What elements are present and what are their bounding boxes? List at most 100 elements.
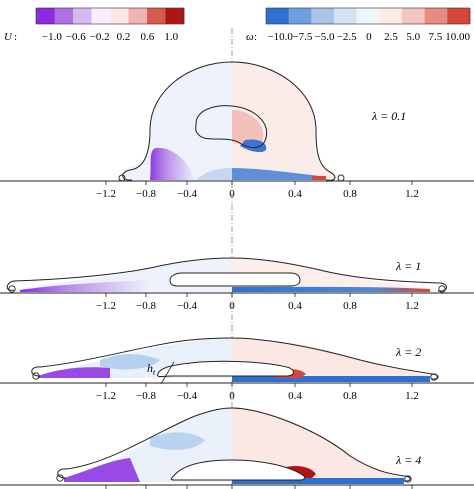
colorbar-u-tick-1: −0.6: [66, 31, 86, 43]
panel3-wall-blue: [232, 376, 430, 382]
colorbar-u-swatch-2: [73, 8, 92, 24]
panel1-purple-region: [150, 147, 196, 180]
colorbar-omega-swatch-0: [266, 8, 289, 24]
colorbar-omega-swatches: [265, 7, 471, 25]
panel1-tick-label-1: −0.8: [136, 188, 156, 200]
panel1-bubble-blue: [240, 139, 267, 153]
panel3-interface: [31, 337, 439, 380]
colorbar-u-ticks: −1.0 −0.6 −0.2 0.2 0.6 1.0: [42, 31, 179, 43]
colorbar-u-swatch-1: [54, 8, 74, 24]
panel1-x-ticks: −1.2 −0.8 −0.4 0 0.4 0.8 1.2: [96, 181, 419, 200]
colorbar-omega-tick-8: 10.00: [445, 31, 470, 43]
panel2-rim-right: [438, 285, 446, 293]
panel3-tick-label-2: −0.4: [177, 390, 197, 402]
colorbar-u-swatch-0: [36, 8, 55, 24]
panel-lambda-0.1: −1.2 −0.8 −0.4 0 0.4 0.8 1.2 λ = 0.1: [0, 61, 474, 200]
colorbar-omega-tick-1: −7.5: [292, 31, 312, 43]
panel2-bubble-outline: [169, 272, 301, 287]
panel3-rim-right: [430, 373, 438, 381]
colorbar-u-swatches: [35, 7, 185, 25]
panel2-rim-left: [8, 285, 16, 293]
panel1-tick-label-6: 1.2: [405, 188, 419, 200]
panel1-wall-blue: [232, 168, 320, 180]
colorbar-omega-tick-0: −10.0: [267, 31, 293, 43]
panel4-interface: [57, 407, 411, 482]
panel1-rim-right: [337, 174, 345, 182]
colorbar-u-tick-0: −1.0: [42, 31, 62, 43]
colorbar-omega-swatch-5: [379, 8, 403, 24]
colorbar-omega-colon: :: [254, 31, 257, 43]
panel2-wall-band: [232, 286, 430, 292]
panel4-x-ticks: [105, 485, 413, 489]
colorbar-omega-tick-6: 5.0: [406, 31, 420, 43]
panel2-interface: [6, 257, 447, 292]
panel2-tick-label-2: −0.4: [177, 300, 197, 312]
panel1-bubble-red: [232, 110, 264, 147]
colorbar-omega-tick-3: −2.5: [337, 31, 357, 43]
colorbar-u-tick-2: −0.2: [90, 31, 110, 43]
panel4-bubble-outline: [170, 459, 306, 481]
colorbar-omega-swatch-3: [334, 8, 357, 24]
colorbar-omega-swatch-2: [311, 8, 335, 24]
colorbar-omega-swatch-7: [424, 8, 448, 24]
panel3-annotation-sub: t: [153, 368, 156, 377]
colorbar-u: U : −1.0 −0.6 −0.2 0.2 0.6 1.0: [4, 7, 185, 43]
colorbar-omega-tick-2: −5.0: [315, 31, 335, 43]
panel2-tick-label-0: −1.2: [96, 300, 116, 312]
colorbar-omega-tick-7: 7.5: [429, 31, 443, 43]
panel3-blue-patch: [100, 354, 160, 370]
panel3-rim-left: [32, 372, 40, 380]
panel1-tick-label-4: 0.4: [288, 188, 302, 200]
colorbar-omega-ticks: −10.0 −7.5 −5.0 −2.5 0 2.5 5.0 7.5 10.00: [267, 31, 470, 43]
panel2-tick-label-4: 0.4: [288, 300, 302, 312]
panel1-tick-label-3: 0: [229, 188, 235, 200]
panel3-annotation-main: h: [147, 361, 153, 375]
panel4-rim-left: [56, 474, 64, 482]
panel3-tick-label-6: 1.2: [405, 390, 419, 402]
panel2-lambda-label: λ = 1: [395, 259, 421, 273]
panel3-tick-label-5: 0.8: [343, 390, 357, 402]
panel2-tick-label-5: 0.8: [343, 300, 357, 312]
panel1-wall-red: [312, 176, 326, 180]
colorbar-omega-tick-4: 0: [366, 31, 372, 43]
panel3-annotation-pointer: [160, 361, 175, 385]
colorbar-omega-frame: [265, 7, 471, 25]
panel1-field-left: [122, 62, 232, 180]
panel3-tick-label-4: 0.4: [288, 390, 302, 402]
panel3-purple-region: [38, 367, 110, 378]
panel3-tick-label-0: −1.2: [96, 390, 116, 402]
colorbar-u-swatch-5: [128, 8, 148, 24]
panel4-blue-patch: [150, 432, 205, 450]
colorbar-omega-tick-5: 2.5: [384, 31, 398, 43]
colorbar-omega-swatch-1: [288, 8, 312, 24]
panel-lambda-4: λ = 4: [0, 407, 474, 489]
panel4-lambda-label: λ = 4: [395, 453, 421, 467]
colorbar-u-tick-3: 0.2: [117, 31, 131, 43]
colorbar-u-swatch-4: [110, 8, 129, 24]
panel1-bubble-outline: [195, 105, 268, 148]
panel3-lambda-label: λ = 2: [395, 345, 421, 359]
panel3-annotation-h: ht: [147, 361, 156, 377]
panel1-lambda-label: λ = 0.1: [371, 109, 406, 123]
colorbar-u-tick-4: 0.6: [140, 31, 154, 43]
panel3-tick-label-1: −0.8: [136, 390, 156, 402]
panel1-interface: [122, 61, 336, 181]
colorbar-omega-swatch-8: [447, 8, 471, 24]
panel1-tick-label-5: 0.8: [343, 188, 357, 200]
panel-lambda-2: −1.2 −0.8 −0.4 0 0.4 0.8 1.2 λ = 2 ht: [0, 337, 474, 402]
panel1-tick-label-0: −1.2: [96, 188, 116, 200]
colorbar-omega-swatch-4: [356, 8, 380, 24]
panel3-lambda-text: λ = 2: [395, 345, 421, 359]
colorbar-u-colon: :: [14, 31, 17, 43]
panel-lambda-1: −1.2 −0.8 −0.4 0 0.4 0.8 1.2 λ = 1: [0, 257, 474, 312]
panel2-tick-label-6: 1.2: [405, 300, 419, 312]
panel4-rim-right: [404, 475, 412, 483]
panel2-purple-region: [20, 280, 150, 292]
colorbar-u-swatch-3: [91, 8, 111, 24]
colorbar-u-tick-5: 1.0: [164, 31, 178, 43]
panel1-tick-label-2: −0.4: [177, 188, 197, 200]
panel3-x-ticks: −1.2 −0.8 −0.4 0 0.4 0.8 1.2: [96, 383, 419, 402]
colorbar-u-symbol: U: [4, 31, 13, 43]
